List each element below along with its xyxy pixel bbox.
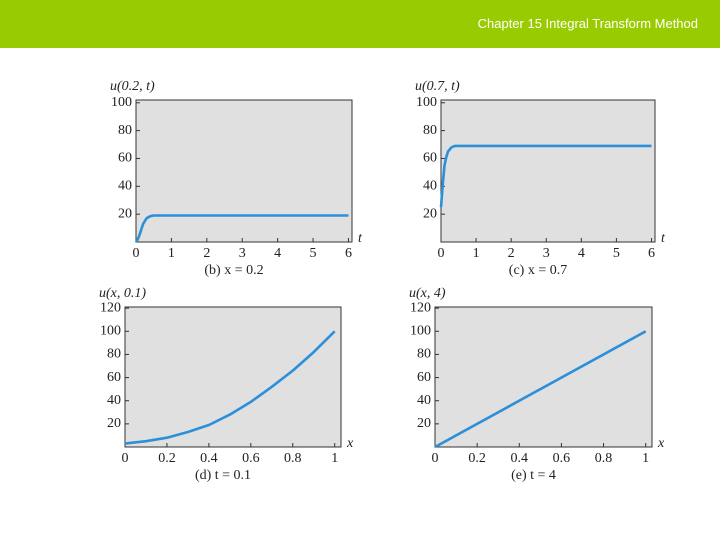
- x-tick-label: 0: [133, 246, 140, 261]
- x-tick-label: 1: [642, 451, 649, 466]
- x-tick-label: 5: [310, 246, 317, 261]
- y-axis-label: u(x, 4): [409, 286, 446, 301]
- y-tick-label: 60: [118, 151, 132, 166]
- y-tick-label: 40: [118, 179, 132, 194]
- x-tick-label: 0: [432, 451, 439, 466]
- data-line: [124, 330, 336, 445]
- x-tick-label: 6: [648, 246, 655, 261]
- x-tick-label: 0: [122, 451, 129, 466]
- y-tick-label: 20: [423, 206, 437, 221]
- y-tick-label: 80: [423, 123, 437, 138]
- x-tick-label: 1: [473, 246, 480, 261]
- plot-area: [434, 306, 653, 448]
- y-tick-label: 60: [417, 370, 431, 385]
- x-tick-label: 3: [239, 246, 246, 261]
- y-tick-label: 120: [100, 300, 121, 315]
- y-tick-label: 20: [417, 416, 431, 431]
- x-tick-label: 0.2: [468, 451, 486, 466]
- x-tick-label: 2: [203, 246, 210, 261]
- x-axis-label: x: [346, 436, 354, 451]
- x-axis-label: t: [661, 231, 666, 246]
- x-tick-label: 0.4: [200, 451, 218, 466]
- plot-area: [440, 99, 656, 243]
- x-tick-label: 1: [331, 451, 338, 466]
- data-line: [134, 214, 349, 243]
- caption: (e) t = 4: [511, 468, 556, 483]
- y-axis-label: u(0.7, t): [415, 79, 460, 94]
- y-tick-label: 60: [107, 370, 121, 385]
- y-tick-label: 40: [423, 179, 437, 194]
- data-line: [439, 144, 652, 208]
- x-tick-label: 4: [274, 246, 281, 261]
- y-tick-label: 40: [417, 393, 431, 408]
- caption: (d) t = 0.1: [195, 468, 251, 483]
- y-tick-label: 100: [111, 95, 132, 110]
- x-tick-label: 0.4: [511, 451, 529, 466]
- y-tick-label: 80: [118, 123, 132, 138]
- y-tick-label: 100: [410, 324, 431, 339]
- y-tick-label: 40: [107, 393, 121, 408]
- caption: (c) x = 0.7: [509, 263, 567, 278]
- x-tick-label: 1: [168, 246, 175, 261]
- x-tick-label: 0.8: [284, 451, 302, 466]
- x-tick-label: 5: [613, 246, 620, 261]
- x-tick-label: 0.6: [242, 451, 260, 466]
- caption: (b) x = 0.2: [204, 263, 263, 278]
- plot-area: [124, 306, 342, 448]
- x-tick-label: 4: [578, 246, 585, 261]
- x-tick-label: 0.8: [595, 451, 613, 466]
- x-axis-label: x: [657, 436, 665, 451]
- x-tick-label: 0: [438, 246, 445, 261]
- y-tick-label: 100: [416, 95, 437, 110]
- y-axis-label: u(0.2, t): [110, 79, 155, 94]
- x-axis-label: t: [358, 231, 363, 246]
- y-tick-label: 120: [410, 300, 431, 315]
- y-tick-label: 20: [118, 206, 132, 221]
- y-tick-label: 100: [100, 324, 121, 339]
- data-line: [434, 330, 647, 449]
- header-bar: [0, 0, 720, 48]
- x-tick-label: 0.2: [158, 451, 176, 466]
- y-axis-label: u(x, 0.1): [99, 286, 146, 301]
- x-tick-label: 2: [508, 246, 515, 261]
- y-tick-label: 60: [423, 151, 437, 166]
- x-tick-label: 6: [345, 246, 352, 261]
- y-tick-label: 80: [107, 347, 121, 362]
- header-title: Chapter 15 Integral Transform Method: [478, 16, 698, 31]
- y-tick-label: 20: [107, 416, 121, 431]
- plot-area: [135, 99, 353, 243]
- y-tick-label: 80: [417, 347, 431, 362]
- x-tick-label: 3: [543, 246, 550, 261]
- x-tick-label: 0.6: [553, 451, 571, 466]
